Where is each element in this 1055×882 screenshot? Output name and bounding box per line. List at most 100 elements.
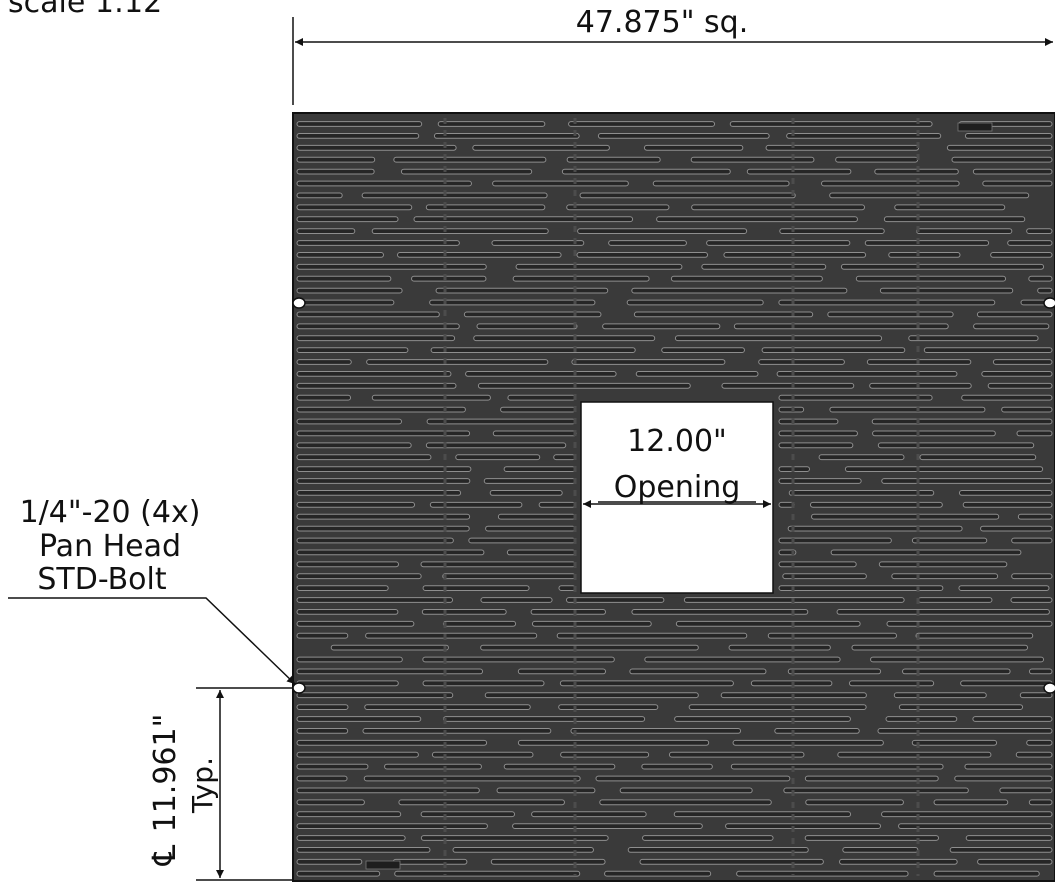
grate-slot	[296, 275, 392, 282]
grate-slot	[987, 382, 1053, 389]
grate-slot	[668, 751, 805, 758]
grate-slot	[480, 597, 553, 603]
grate-slot	[965, 835, 1053, 841]
bolt-hole	[292, 297, 306, 309]
grate-slot	[371, 394, 491, 401]
grate-slot	[962, 501, 1053, 508]
grate-slot	[635, 371, 759, 377]
grate-slot	[503, 466, 576, 473]
grate-slot	[517, 668, 607, 675]
grate-slot	[898, 823, 1053, 830]
spacing-value: 11.961"	[148, 714, 183, 833]
grate-slot	[364, 704, 531, 711]
grate-slot	[296, 454, 432, 461]
grate-slot	[779, 228, 885, 234]
opening-value: 12.00"	[627, 424, 727, 459]
grate-slot	[579, 192, 796, 199]
grate-slot	[361, 192, 548, 199]
grate-slot	[980, 525, 1053, 532]
grate-slot	[675, 620, 861, 627]
grate-slot	[429, 501, 523, 508]
grate-slot	[778, 442, 854, 449]
grate-slot	[864, 240, 990, 246]
grate-slot	[783, 787, 969, 794]
grate-slot	[608, 240, 687, 246]
centerline-symbol: ℄	[145, 844, 183, 866]
grate-slot	[842, 847, 919, 853]
grate-slot	[421, 609, 507, 615]
grate-slot	[422, 656, 615, 663]
grate-slot	[442, 620, 517, 627]
center-opening: 12.00" Opening	[580, 401, 774, 594]
grate-slot	[561, 168, 731, 175]
grate-slot	[296, 680, 399, 687]
bolt-hole	[1043, 297, 1055, 309]
grate-slot	[296, 335, 456, 342]
grate-slot	[626, 299, 764, 306]
grate-slot	[778, 418, 839, 425]
grate-slot	[809, 501, 943, 508]
grate-slot	[733, 323, 949, 330]
grate-slot	[296, 311, 440, 318]
grate-slot	[883, 216, 1026, 223]
grate-slot	[673, 811, 852, 818]
grate-slot	[761, 347, 906, 354]
grate-slot	[296, 585, 389, 592]
grate-slot	[296, 513, 471, 520]
grate-slot	[496, 787, 596, 794]
grate-slot	[1028, 799, 1053, 806]
grate-slot	[492, 180, 629, 187]
grate-slot	[898, 704, 1024, 711]
grate-slot	[558, 704, 659, 711]
grate-slot	[491, 240, 585, 246]
grate-slot	[919, 454, 1037, 461]
grate-slot	[908, 335, 1039, 342]
grate-slot	[296, 466, 472, 473]
grate-slot	[296, 775, 348, 782]
grate-slot	[296, 263, 487, 270]
grate-slot	[296, 692, 454, 699]
scale-label: scale 1:12	[8, 0, 162, 20]
grate-slot	[296, 716, 422, 722]
grate-slot	[629, 668, 767, 675]
grate-slot	[701, 263, 827, 270]
logo-mark-top	[957, 122, 993, 132]
grate-slot	[778, 394, 933, 401]
grate-slot	[949, 847, 1053, 853]
grate-slot	[879, 287, 1014, 294]
grate-slot	[363, 775, 581, 782]
grate-slot	[296, 858, 363, 865]
grate-slot	[503, 763, 616, 770]
grate-slot	[1015, 751, 1053, 758]
grate-slot	[485, 525, 576, 532]
grate-slots	[296, 121, 1053, 877]
grate-slot	[473, 335, 656, 342]
grate-slot	[999, 787, 1053, 794]
grate-slot	[296, 168, 375, 175]
grate-slot	[435, 287, 609, 294]
bolt-spacing-dimension: ℄ 11.961" Typ.	[145, 687, 292, 881]
grate-slot	[619, 787, 753, 794]
grate-slot	[411, 275, 487, 282]
grate-slot	[835, 156, 919, 163]
grate-slot	[468, 537, 576, 544]
grate-slot	[891, 573, 999, 580]
grate-slot	[917, 597, 993, 603]
opening-cutout	[580, 401, 774, 594]
grate-slot	[778, 299, 996, 306]
grate-slot	[602, 323, 721, 330]
grate-slot	[729, 121, 933, 127]
grate-slot	[933, 799, 1009, 806]
grate-slot	[296, 228, 356, 234]
grate-slot	[633, 311, 814, 318]
grate-slot	[1026, 228, 1053, 234]
grate-slot	[565, 597, 665, 603]
grate-slot	[296, 478, 471, 484]
grate-slot	[431, 751, 534, 758]
grate-slot	[631, 287, 848, 294]
grate-slot	[736, 870, 909, 877]
grate-slot	[1010, 597, 1053, 603]
grate-slot	[538, 501, 576, 508]
grate-slot	[818, 454, 905, 461]
